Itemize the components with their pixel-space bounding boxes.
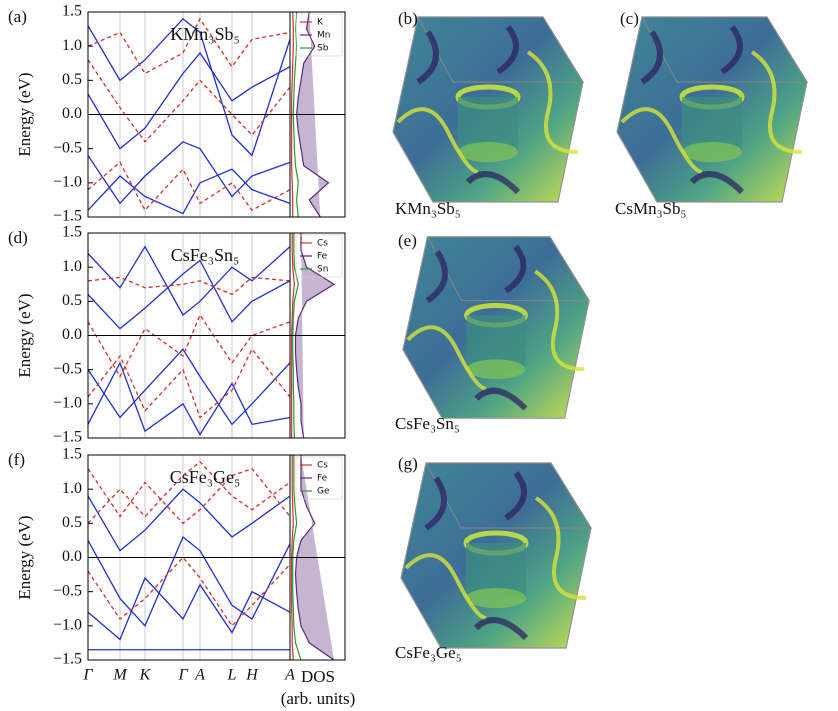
y-tick-label: 0.0 <box>62 326 82 343</box>
y-tick-label: 1.0 <box>62 258 82 275</box>
band <box>88 260 290 328</box>
caption: KMn₃Sb₅ <box>395 199 461 218</box>
y-tick-label: 1.5 <box>62 224 82 241</box>
legend-label: K <box>317 18 324 28</box>
caption: CsFe₃Ge₅ <box>395 643 462 662</box>
legend-label: Fe <box>317 474 328 484</box>
fermi-surface <box>617 17 807 202</box>
y-tick-label: −1.0 <box>53 617 82 634</box>
dos-units: (arb. units) <box>281 689 356 708</box>
legend-label: Sn <box>317 265 328 275</box>
panel-label: (b) <box>398 9 418 28</box>
fermi-surface <box>403 237 589 418</box>
y-tick-label: 0.5 <box>62 514 82 531</box>
panel-label: (c) <box>620 9 639 28</box>
y-axis-label: Energy (eV) <box>15 515 34 599</box>
y-tick-label: 1.0 <box>62 37 82 54</box>
panel-label: (a) <box>8 7 27 26</box>
band <box>88 349 290 424</box>
band <box>88 537 290 626</box>
y-tick-label: −0.5 <box>53 360 82 377</box>
y-tick-label: −0.5 <box>53 139 82 156</box>
legend-label: Mn <box>317 31 330 41</box>
x-tick-label: H <box>245 667 259 684</box>
y-tick-label: 0.5 <box>62 292 82 309</box>
x-tick-label: K <box>139 667 152 684</box>
panel-title: CsFe₃Sn₅ <box>171 245 240 265</box>
legend-label: Fe <box>317 252 328 262</box>
panel-label: (d) <box>8 228 28 247</box>
band <box>88 142 290 204</box>
band <box>88 578 290 640</box>
x-tick-label: Γ <box>177 667 188 684</box>
x-tick-label: L <box>227 667 237 684</box>
legend-label: Sb <box>317 44 329 54</box>
y-tick-label: 1.5 <box>62 446 82 463</box>
x-tick-label: M <box>112 667 128 684</box>
y-tick-label: −1.5 <box>53 651 82 668</box>
band <box>88 53 290 149</box>
panel-title: CsFe₃Ge₅ <box>170 467 241 487</box>
y-tick-label: −0.5 <box>53 582 82 599</box>
panel-label: (g) <box>398 454 418 473</box>
panel-label: (e) <box>398 231 417 250</box>
x-tick-label: A <box>284 667 295 684</box>
y-tick-label: −1.5 <box>53 208 82 225</box>
dos-axis-label: DOS <box>301 667 335 686</box>
y-tick-label: 1.0 <box>62 480 82 497</box>
x-tick-label: Γ <box>82 667 93 684</box>
fermi-surface <box>401 463 591 648</box>
panel-title: KMn₃Sb₅ <box>170 24 240 44</box>
fermi-surface <box>393 17 583 202</box>
y-tick-label: −1.0 <box>53 395 82 412</box>
band <box>88 169 290 213</box>
y-tick-label: 0.0 <box>62 105 82 122</box>
x-tick-label: A <box>194 667 205 684</box>
band <box>88 558 290 626</box>
y-tick-label: −1.0 <box>53 174 82 191</box>
legend-label: Ge <box>317 487 330 497</box>
y-tick-label: 0.0 <box>62 548 82 565</box>
legend-label: Cs <box>317 239 328 249</box>
figure: (b) KMn₃Sb₅ (c) CsMn₃Sb₅ (e) CsFe₃Sn₅ (g… <box>0 0 838 711</box>
legend-label: Cs <box>317 461 328 471</box>
y-axis-label: Energy (eV) <box>15 293 34 377</box>
caption: CsFe₃Sn₅ <box>395 414 460 433</box>
panel-label: (f) <box>8 450 25 469</box>
y-axis-label: Energy (eV) <box>15 72 34 156</box>
y-tick-label: 0.5 <box>62 71 82 88</box>
y-tick-label: 1.5 <box>62 3 82 20</box>
caption: CsMn₃Sb₅ <box>615 199 686 218</box>
band <box>88 60 290 142</box>
y-tick-label: −1.5 <box>53 429 82 446</box>
